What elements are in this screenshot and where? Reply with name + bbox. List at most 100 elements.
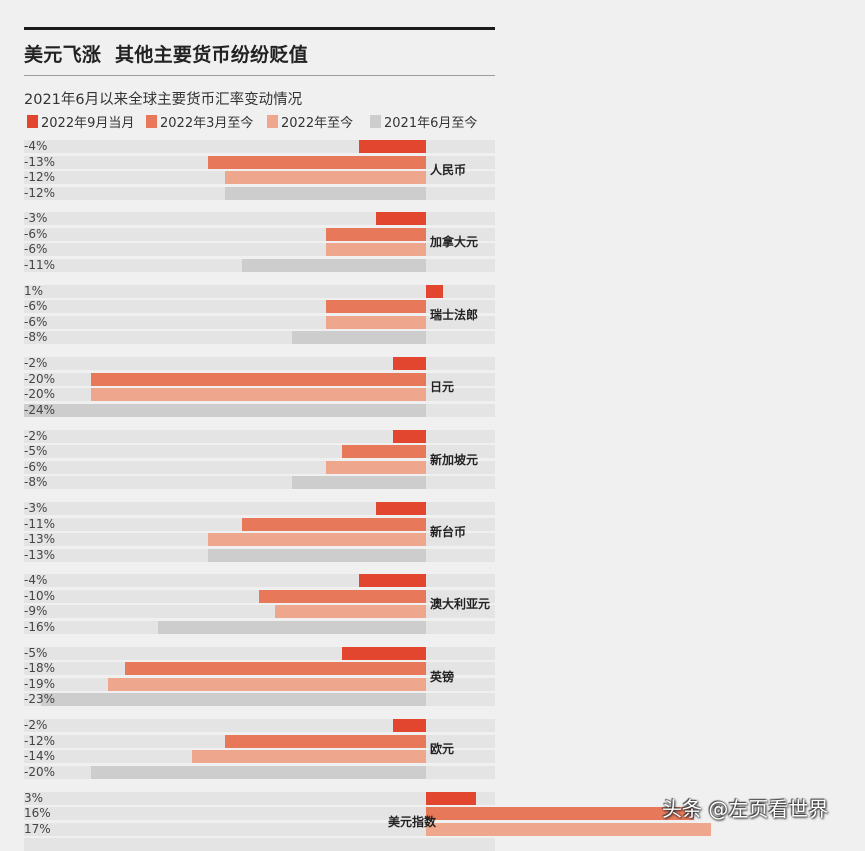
bar	[426, 807, 694, 821]
bar	[40, 693, 426, 707]
category-label: 欧元	[430, 742, 455, 757]
source-watermark: 头条 @左页看世界	[662, 797, 829, 821]
legend-swatch	[370, 114, 381, 128]
value-label: -3%	[24, 211, 48, 226]
bar	[225, 171, 426, 184]
category-label: 美元指数	[387, 814, 436, 829]
value-label: -20%	[24, 764, 56, 779]
bar	[342, 445, 426, 459]
title-top-rule	[24, 27, 495, 30]
value-label: -8%	[24, 475, 48, 490]
bar	[426, 284, 443, 298]
value-label: -12%	[24, 185, 56, 200]
category-label: 新加坡元	[430, 452, 479, 467]
bar	[208, 548, 426, 562]
value-label: -20%	[24, 371, 56, 386]
value-label: -4%	[24, 573, 48, 588]
bar	[325, 243, 426, 257]
value-label: -2%	[24, 428, 48, 443]
value-label: -9%	[24, 604, 48, 619]
value-label: -6%	[24, 314, 48, 329]
bar	[375, 502, 426, 515]
bar-track	[24, 822, 495, 836]
bar	[392, 357, 426, 371]
bar-track	[24, 284, 495, 298]
bar	[225, 734, 426, 748]
bar	[208, 533, 426, 546]
value-label: -6%	[24, 459, 48, 474]
value-label: -11%	[24, 516, 56, 531]
bar	[292, 331, 426, 345]
bar	[392, 719, 426, 733]
category-label: 人民币	[430, 163, 467, 177]
bar	[91, 372, 426, 386]
bar	[325, 460, 426, 474]
legend-label: 2022年9月当月	[41, 115, 135, 131]
value-label: -6%	[24, 226, 48, 241]
bar-track	[24, 719, 495, 733]
value-label: -14%	[24, 749, 56, 764]
bar	[426, 822, 711, 836]
category-label: 英镑	[430, 669, 455, 684]
value-label: 3%	[24, 790, 44, 805]
legend-swatch	[267, 114, 278, 128]
value-label: -12%	[24, 170, 56, 184]
category-label: 新台币	[430, 525, 467, 539]
category-label: 加拿大元	[430, 235, 479, 250]
title-divider	[24, 75, 495, 76]
bar	[91, 388, 426, 402]
value-label: -12%	[24, 733, 56, 748]
bar	[225, 186, 426, 200]
value-label: -5%	[24, 444, 48, 459]
legend-label: 2021年6月至今	[384, 115, 478, 131]
value-label: -13%	[24, 154, 56, 169]
bar	[426, 791, 477, 805]
chart-title: 美元飞涨 其他主要货币纷纷贬值	[24, 44, 309, 66]
legend-item-since-mar-2022: 2022年3月至今	[146, 113, 254, 131]
bar	[342, 646, 426, 660]
bar-track	[24, 807, 495, 821]
value-label: -13%	[24, 547, 56, 562]
bar	[241, 258, 426, 272]
value-label: 16%	[24, 806, 51, 821]
bar	[292, 476, 426, 490]
bar	[91, 765, 426, 779]
value-label: -2%	[24, 356, 48, 371]
bar	[325, 300, 426, 314]
value-label: -8%	[24, 330, 48, 345]
bar	[359, 574, 426, 588]
value-label: -16%	[24, 619, 56, 634]
legend-swatch	[146, 114, 157, 128]
bar	[107, 677, 426, 691]
bar	[124, 662, 426, 676]
bar	[24, 403, 426, 417]
bar-track	[24, 838, 495, 851]
value-label: 1%	[24, 283, 44, 298]
value-label: -6%	[24, 242, 48, 257]
bar-track	[24, 429, 495, 443]
bar	[325, 315, 426, 329]
bar	[208, 155, 426, 169]
bar	[258, 589, 426, 603]
legend-swatch	[27, 114, 38, 128]
legend-item-sep-2022: 2022年9月当月	[27, 113, 135, 131]
value-label: 17%	[24, 821, 51, 836]
legend-item-since-jun-2021: 2021年6月至今	[370, 113, 478, 131]
bar	[158, 620, 426, 634]
bar	[275, 605, 426, 619]
legend-label: 2022年3月至今	[160, 115, 254, 131]
chart-subtitle: 2021年6月以来全球主要货币汇率变动情况	[24, 92, 303, 108]
category-label: 澳大利亚元	[430, 597, 491, 612]
bar	[375, 212, 426, 226]
value-label: -19%	[24, 676, 56, 691]
bar	[325, 227, 426, 241]
value-label: -11%	[24, 257, 56, 272]
bar	[359, 140, 426, 153]
value-label: -18%	[24, 661, 56, 676]
legend-label: 2022年至今	[281, 115, 354, 131]
value-label: -4%	[24, 139, 48, 153]
category-label: 日元	[430, 380, 455, 395]
value-label: -6%	[24, 299, 48, 314]
bar-track	[24, 357, 495, 371]
